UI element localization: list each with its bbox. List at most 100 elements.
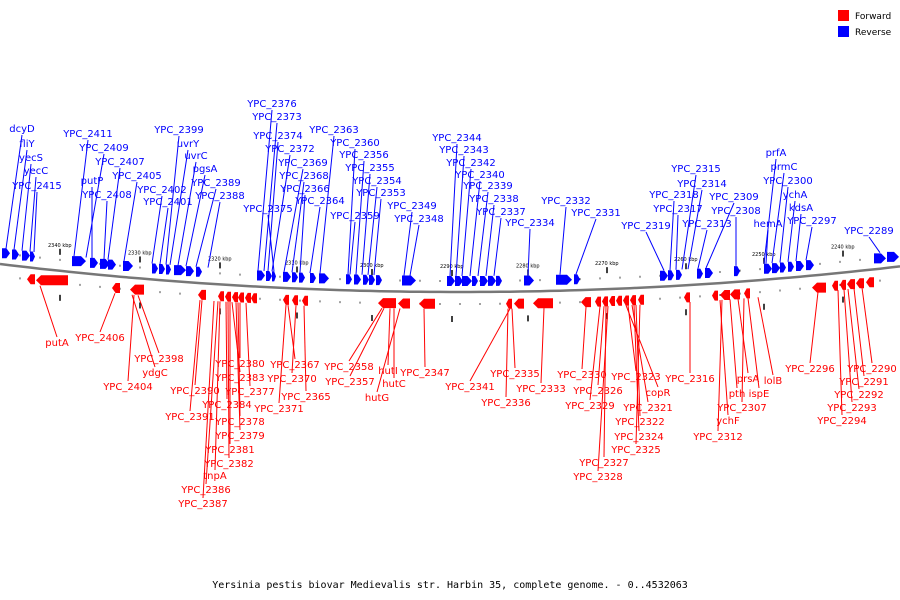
gene-leader-line <box>123 181 138 262</box>
tick-label: 2290 kbp <box>440 264 464 270</box>
gene-label: YPC_2313 <box>681 219 732 230</box>
gene-leader-line <box>151 195 163 264</box>
gene-label: YPC_2294 <box>816 416 867 427</box>
reverse-gene-arrow <box>806 260 814 271</box>
forward-gene-arrow <box>616 295 622 306</box>
reverse-gene-arrow <box>524 275 534 286</box>
gene-leader-line <box>705 202 735 269</box>
gene-label: YPC_2363 <box>308 125 359 136</box>
gene-leader-line <box>177 161 197 266</box>
reverse-gene-arrow <box>22 250 30 261</box>
gene-label: YPC_2341 <box>444 382 495 393</box>
gene-label: YPC_2387 <box>177 499 228 510</box>
gene-label: yecC <box>24 166 49 177</box>
forward-gene-arrow <box>856 278 864 289</box>
gene-label: yecS <box>19 153 43 164</box>
forward-gene-arrow <box>514 298 524 309</box>
gene-label: YPC_2377 <box>224 387 275 398</box>
forward-gene-arrow <box>302 295 308 306</box>
gene-label: uvrY <box>177 139 200 150</box>
backbone-line <box>0 262 900 294</box>
gene-label: YPC_2369 <box>277 158 328 169</box>
gene-label: YPC_2323 <box>610 372 661 383</box>
gene-leader-line <box>645 231 665 271</box>
gene-leader-line <box>461 168 472 277</box>
gene-leader-line <box>348 307 383 362</box>
gene-leader-line <box>697 229 708 269</box>
gene-leader-line <box>267 214 275 272</box>
gene-leader-line <box>787 200 796 262</box>
gene-leader-line <box>349 308 385 377</box>
gene-label: YPC_2353 <box>355 188 406 199</box>
reverse-gene-arrow <box>480 275 488 286</box>
gene-label: YPC_2329 <box>564 401 615 412</box>
gene-leader-line <box>227 301 230 459</box>
gene-label: YPC_2321 <box>622 403 673 414</box>
gene-label: hutC <box>382 379 406 390</box>
reverse-gene-arrow <box>660 270 668 281</box>
gene-leader-line <box>309 206 321 274</box>
forward-gene-labels: putA YPC_2406 YPC_2404 YPC_2398 ydgCYPC_2390… <box>39 285 897 510</box>
forward-gene-arrow <box>744 288 750 299</box>
gene-leader-line <box>349 221 356 275</box>
gene-leader-line <box>687 189 703 270</box>
gene-label: YPC_2330 <box>556 370 607 381</box>
gene-label: YPC_2338 <box>468 194 519 205</box>
gene-leader-line <box>207 201 221 268</box>
forward-gene-arrow <box>533 298 553 309</box>
gene-label: YPC_2411 <box>62 129 113 140</box>
gene-leader-line <box>225 301 228 400</box>
gene-leader-line <box>423 308 426 368</box>
gene-leader-line <box>771 172 785 264</box>
gene-label: pth <box>729 389 746 400</box>
forward-gene-arrow <box>27 274 35 285</box>
gene-leader-line <box>455 155 465 277</box>
gene-label: YPC_2404 <box>102 382 153 393</box>
gene-leader-line <box>741 298 745 403</box>
gene-label: YPC_2359 <box>329 211 380 222</box>
gene-label: YPC_2340 <box>454 170 505 181</box>
genome-caption: Yersinia pestis biovar Medievalis str. H… <box>212 580 688 591</box>
reverse-gene-labels: dcyD fliY yecS yecC YPC_2415 YPC_2411 YPC_2409… <box>5 99 894 277</box>
gene-leader-line <box>237 302 241 417</box>
gene-label: YPC_2347 <box>399 368 450 379</box>
gene-label: YPC_2379 <box>214 431 265 442</box>
gene-leader-line <box>681 174 697 270</box>
reverse-gene-arrow <box>488 275 496 286</box>
gene-label: fliY <box>19 139 35 150</box>
tick-label: 2320 kbp <box>208 256 232 262</box>
gene-label: YPC_2297 <box>786 216 837 227</box>
gene-leader-line <box>669 200 675 271</box>
reverse-gene-arrow <box>455 275 463 286</box>
gene-label: YPC_2356 <box>338 150 389 161</box>
gene-leader-line <box>13 149 28 250</box>
gene-leader-line <box>21 163 32 251</box>
forward-gene-arrow <box>623 295 629 306</box>
reverse-gene-arrow <box>764 263 772 274</box>
gene-label: YPC_2391 <box>164 412 215 423</box>
gene-label: pgsA <box>193 164 218 175</box>
gene-leader-line <box>5 134 23 249</box>
gene-label: putA <box>45 338 69 349</box>
gene-label: YPC_2309 <box>708 192 759 203</box>
gene-label: YPC_2316 <box>664 374 715 385</box>
reverse-gene-arrow <box>72 256 86 267</box>
gene-label: YPC_2289 <box>843 226 894 237</box>
reverse-gene-arrow <box>186 266 194 277</box>
gene-leader-line <box>195 188 217 267</box>
genome-backbone <box>0 262 900 294</box>
forward-gene-arrow <box>283 294 289 305</box>
reverse-gene-arrow <box>90 257 98 268</box>
gene-leader-line <box>205 301 219 485</box>
gene-leader-line <box>33 191 38 253</box>
gene-leader-line <box>169 149 189 265</box>
gene-leader-line <box>597 306 609 472</box>
gene-leader-line <box>103 200 108 260</box>
reverse-gene-arrow <box>887 251 899 262</box>
gene-leader-line <box>627 305 637 372</box>
gene-leader-line <box>469 180 481 277</box>
legend-reverse-label: Reverse <box>855 28 892 38</box>
reverse-gene-arrow <box>123 260 133 271</box>
gene-label: YPC_2398 <box>133 354 184 365</box>
